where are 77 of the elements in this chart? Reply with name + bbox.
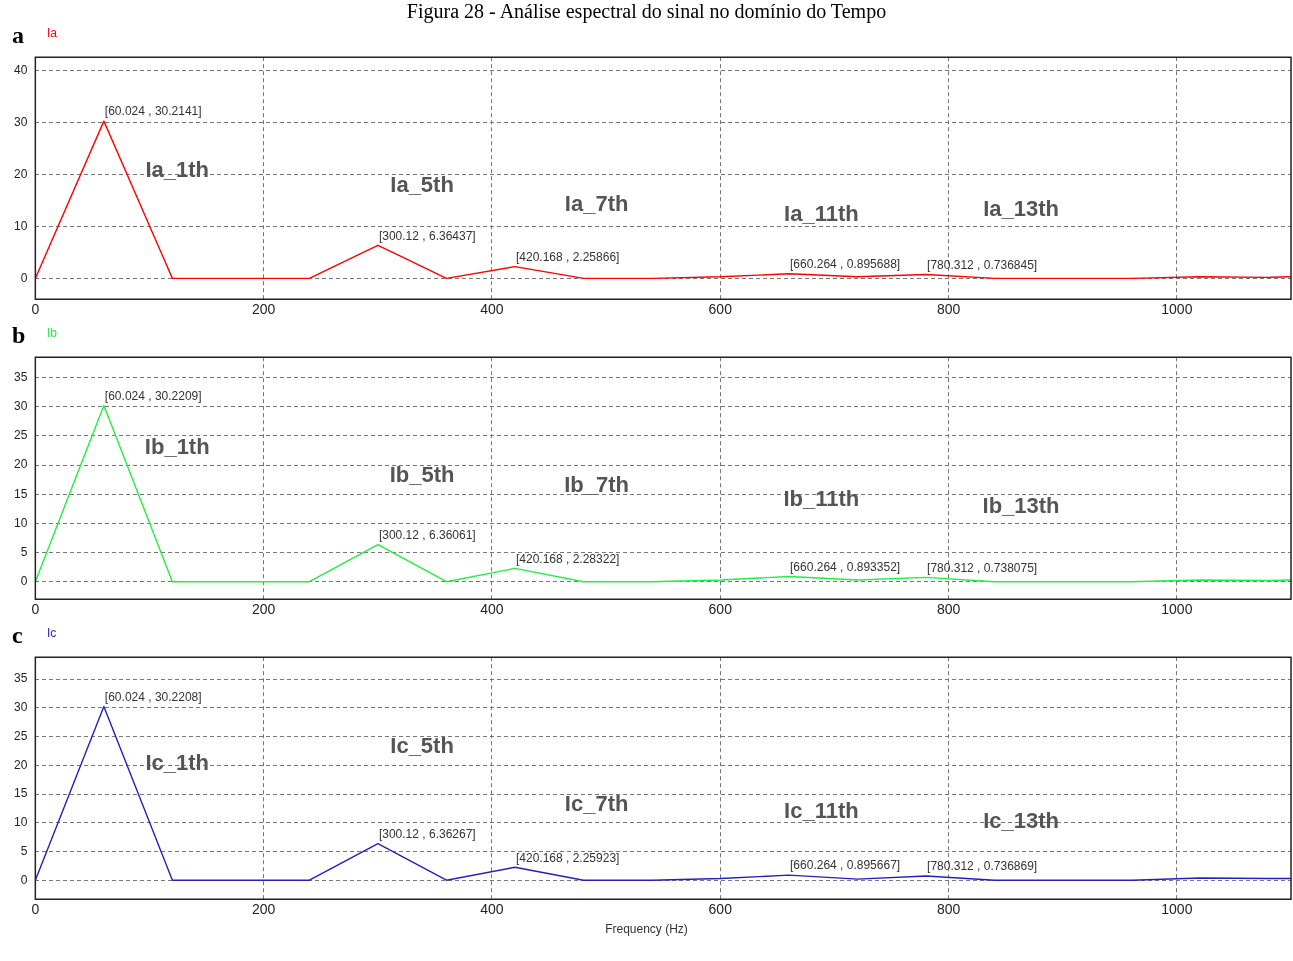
x-tick-label: 0 bbox=[31, 601, 40, 618]
annotation: Ib_11th bbox=[783, 486, 860, 512]
data-label: [60.024 , 30.2209] bbox=[104, 388, 202, 403]
y-tick-label: 35 bbox=[13, 369, 28, 384]
y-tick-label: 15 bbox=[13, 786, 28, 801]
annotation: Ic_13th bbox=[983, 807, 1059, 833]
y-tick-label: 10 bbox=[13, 815, 28, 830]
x-tick-label: 1000 bbox=[1161, 601, 1193, 618]
y-tick-label: 10 bbox=[13, 515, 28, 530]
y-tick-label: 0 bbox=[20, 270, 28, 285]
data-label: [420.168 , 2.25866] bbox=[515, 249, 620, 264]
data-label: [300.12 , 6.36437] bbox=[378, 228, 476, 243]
data-label: [660.264 , 0.895667] bbox=[790, 858, 901, 873]
annotation: Ib_7th bbox=[564, 471, 630, 497]
y-tick-label: 25 bbox=[13, 428, 28, 443]
y-tick-label: 30 bbox=[13, 700, 28, 715]
annotation: Ia_5th bbox=[390, 171, 454, 197]
y-tick-label: 5 bbox=[20, 544, 28, 559]
y-tick-label: 5 bbox=[20, 843, 28, 858]
y-tick-label: 30 bbox=[13, 114, 28, 129]
text: Ic bbox=[47, 626, 57, 640]
x-tick-label: 200 bbox=[251, 601, 276, 618]
x-tick-label: 800 bbox=[936, 901, 961, 918]
x-axis-title: Frequency (Hz) bbox=[604, 922, 689, 938]
annotation: Ia_13th bbox=[983, 195, 1059, 221]
y-tick-label: 30 bbox=[13, 399, 28, 414]
text: c bbox=[12, 622, 23, 648]
x-tick-label: 200 bbox=[251, 901, 276, 918]
annotation: Ic_5th bbox=[390, 732, 454, 758]
x-tick-label: 1000 bbox=[1161, 901, 1193, 918]
data-label: [60.024 , 30.2208] bbox=[104, 689, 202, 704]
y-tick-label: 15 bbox=[13, 486, 28, 501]
data-label: [780.312 , 0.738075] bbox=[927, 560, 1038, 575]
x-tick-label: 600 bbox=[708, 601, 733, 618]
annotation: Ic_1th bbox=[145, 749, 210, 775]
annotation: Ib_13th bbox=[982, 493, 1060, 519]
x-tick-label: 400 bbox=[480, 601, 504, 618]
y-tick-label: 35 bbox=[13, 671, 28, 686]
x-tick-label: 600 bbox=[708, 301, 733, 318]
annotation: Ia_1th bbox=[145, 157, 210, 182]
data-label: [660.264 , 0.893352] bbox=[790, 559, 901, 574]
data-label: [660.264 , 0.895688] bbox=[790, 257, 901, 272]
text: b bbox=[12, 322, 26, 348]
annotation: Ic_7th bbox=[564, 790, 629, 816]
y-tick-label: 0 bbox=[20, 574, 28, 589]
x-tick-label: 0 bbox=[31, 301, 40, 318]
y-tick-label: 20 bbox=[13, 457, 28, 472]
y-tick-label: 25 bbox=[13, 728, 28, 743]
annotation: Ia_11th bbox=[784, 200, 859, 226]
data-label: [780.312 , 0.736845] bbox=[927, 257, 1038, 272]
text: Ia bbox=[47, 26, 58, 40]
annotation: Ic_11th bbox=[784, 798, 859, 824]
x-tick-label: 0 bbox=[31, 901, 40, 918]
data-label: [420.168 , 2.25923] bbox=[515, 850, 620, 865]
y-tick-label: 40 bbox=[13, 62, 28, 77]
y-tick-label: 20 bbox=[13, 757, 28, 772]
data-label: [300.12 , 6.36061] bbox=[378, 527, 476, 542]
x-tick-label: 800 bbox=[936, 601, 961, 618]
data-label: [60.024 , 30.2141] bbox=[104, 104, 202, 119]
text: a bbox=[12, 22, 24, 48]
y-tick-label: 10 bbox=[13, 218, 28, 233]
y-tick-label: 0 bbox=[20, 872, 28, 887]
x-tick-label: 200 bbox=[251, 301, 276, 318]
annotation: Ib_1th bbox=[144, 434, 210, 460]
data-label: [420.168 , 2.28322] bbox=[515, 551, 620, 566]
annotation: Ia_7th bbox=[564, 190, 629, 216]
x-tick-label: 400 bbox=[480, 901, 504, 918]
annotation: Ib_5th bbox=[389, 461, 455, 487]
y-tick-label: 20 bbox=[13, 166, 28, 181]
x-tick-label: 800 bbox=[936, 301, 961, 318]
chart-title: Figura 28 - Análise espectral do sinal no domínio do Tempo bbox=[405, 0, 888, 22]
text: Ib bbox=[47, 326, 58, 340]
x-tick-label: 400 bbox=[480, 301, 504, 318]
data-label: [300.12 , 6.36267] bbox=[378, 826, 476, 841]
data-label: [780.312 , 0.736869] bbox=[927, 859, 1038, 874]
x-tick-label: 600 bbox=[708, 901, 733, 918]
x-tick-label: 1000 bbox=[1161, 301, 1193, 318]
